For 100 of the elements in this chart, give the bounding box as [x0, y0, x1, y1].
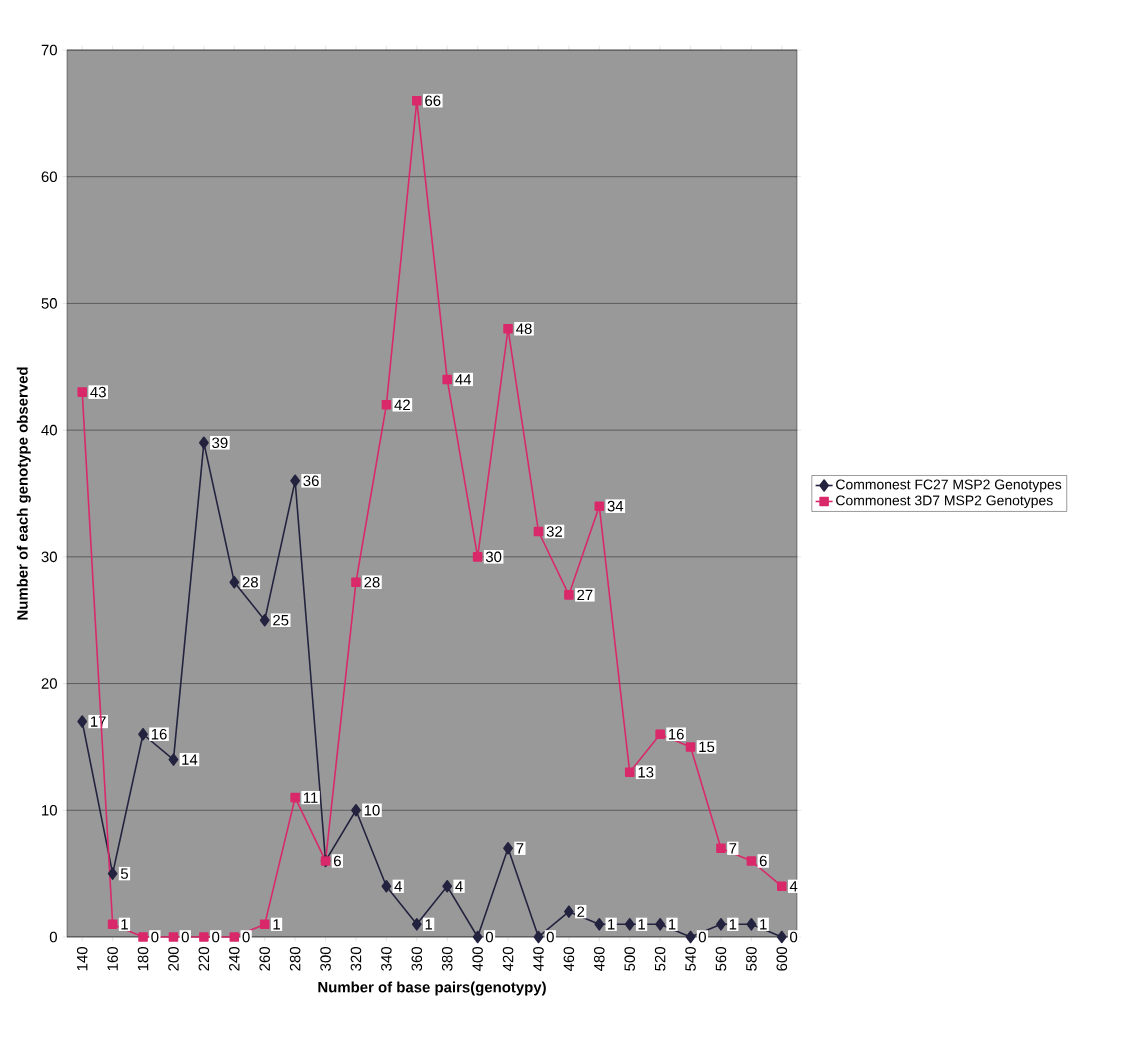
data-label: 6 [759, 855, 767, 867]
point [624, 918, 635, 931]
data-label: 13 [638, 766, 654, 778]
y-tick-label: 60 [41, 171, 57, 182]
y-tick-label: 20 [41, 678, 57, 689]
point [411, 918, 422, 931]
data-label: 0 [790, 931, 798, 943]
x-tick-label: 220 [198, 947, 210, 971]
x-tick-label: 140 [76, 947, 88, 971]
data-label: 44 [455, 374, 472, 385]
data-label: 16 [151, 728, 167, 740]
x-tick-label: 380 [441, 947, 453, 971]
data-label: 66 [425, 95, 441, 106]
point [685, 742, 696, 752]
data-label: 32 [546, 526, 563, 537]
x-tick-label: 260 [259, 947, 270, 971]
x-tick-label: 580 [746, 947, 757, 971]
data-label: 1 [608, 919, 615, 930]
data-label: 25 [273, 614, 289, 626]
point [503, 842, 513, 855]
point [746, 918, 757, 931]
point [776, 930, 787, 944]
point [624, 767, 635, 778]
data-label: 28 [242, 576, 258, 588]
point [351, 803, 361, 817]
point [381, 880, 392, 893]
data-label: 6 [333, 855, 341, 867]
point [594, 918, 605, 931]
data-label: 0 [698, 931, 706, 943]
x-tick-label: 520 [654, 947, 666, 971]
point [655, 729, 665, 740]
x-tick-label: 480 [594, 947, 605, 972]
point [229, 575, 240, 589]
data-label: 48 [516, 323, 532, 335]
point [138, 727, 148, 741]
y-tick-label: 50 [41, 298, 57, 309]
data-label: 2 [577, 906, 585, 917]
x-tick-label: 240 [229, 947, 240, 971]
point [412, 95, 422, 106]
data-label: 4 [789, 881, 798, 892]
data-label: 0 [181, 931, 189, 943]
point [77, 715, 88, 728]
data-label: 27 [577, 589, 593, 601]
x-tick-label: 560 [715, 947, 727, 971]
y-tick-label: 40 [41, 424, 57, 436]
point [533, 930, 544, 944]
y-axis-title: Number of each genotype observed [16, 367, 31, 620]
data-label: 16 [668, 728, 684, 740]
point [472, 552, 483, 562]
point [472, 930, 483, 944]
x-tick-label: 280 [289, 947, 301, 971]
data-label: 7 [729, 843, 737, 854]
point [290, 474, 301, 488]
x-tick-label: 500 [624, 947, 636, 971]
data-label: 10 [364, 804, 380, 816]
data-label: 1 [760, 919, 767, 930]
data-label: 1 [668, 919, 676, 930]
x-tick-label: 340 [381, 947, 392, 971]
point [594, 501, 605, 511]
data-label: 0 [242, 931, 250, 943]
x-axis-title: Number of base pairs(genotypy) [318, 981, 546, 996]
data-label: 39 [212, 437, 228, 449]
y-tick-label: 70 [41, 44, 57, 56]
data-label: 1 [121, 919, 128, 930]
x-tick-label: 180 [137, 947, 149, 971]
data-label: 28 [364, 576, 380, 588]
data-label: 0 [212, 931, 220, 943]
data-label: 1 [425, 919, 433, 930]
point [199, 932, 209, 942]
data-label: 1 [273, 919, 280, 930]
data-label: 14 [182, 754, 198, 765]
point [168, 753, 179, 766]
point [229, 932, 240, 942]
x-tick-label: 440 [533, 947, 544, 972]
point [655, 918, 666, 931]
point [198, 436, 209, 450]
point [716, 918, 726, 931]
point [563, 905, 574, 918]
data-label: 1 [638, 919, 645, 930]
point [381, 400, 392, 410]
x-tick-label: 600 [776, 947, 788, 971]
data-label: 43 [90, 386, 106, 398]
data-label: 11 [303, 792, 318, 803]
legend-label: Commonest FC27 MSP2 Genotypes [836, 479, 1062, 493]
x-tick-label: 540 [685, 947, 696, 971]
data-label: 42 [394, 399, 410, 410]
y-tick-label: 30 [41, 551, 57, 563]
x-tick-label: 160 [107, 947, 118, 971]
data-label: 36 [303, 475, 319, 487]
point [259, 919, 270, 930]
point [503, 323, 513, 334]
point [777, 881, 787, 892]
data-label: 15 [699, 741, 715, 753]
x-tick-label: 320 [350, 947, 362, 971]
point [442, 880, 453, 893]
point [746, 856, 757, 866]
data-label: 4 [394, 881, 402, 892]
point [442, 374, 452, 385]
x-tick-label: 400 [472, 947, 483, 972]
point [168, 932, 179, 942]
